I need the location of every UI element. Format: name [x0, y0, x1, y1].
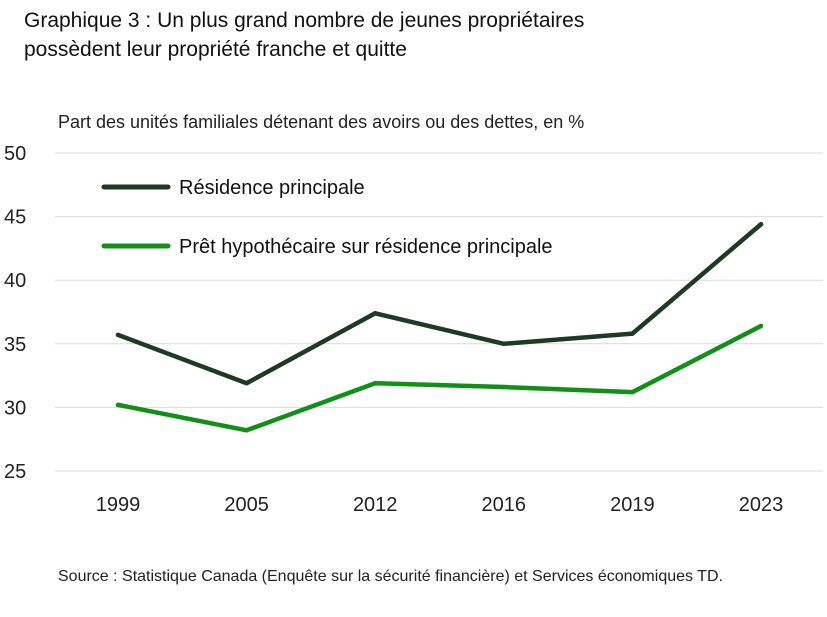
data-point	[501, 341, 506, 346]
data-point	[373, 381, 378, 386]
y-tick-label: 30	[4, 397, 26, 419]
data-point	[630, 389, 635, 395]
data-point	[244, 428, 249, 433]
data-point	[501, 384, 506, 390]
x-tick-label: 2016	[482, 494, 527, 516]
source-note: Source : Statistique Canada (Enquête sur…	[58, 568, 723, 585]
y-tick-label: 40	[4, 270, 26, 292]
legend: Résidence principale Prêt hypothécaire su…	[101, 177, 553, 258]
chart-title: Graphique 3 : Un plus grand nombre de je…	[24, 9, 585, 61]
series-lines	[115, 221, 764, 433]
x-tick-label: 1999	[96, 494, 141, 516]
x-tick-label: 2012	[353, 494, 398, 516]
data-point	[758, 222, 764, 227]
gridlines	[55, 152, 823, 472]
legend-label: Résidence principale	[179, 177, 365, 199]
chart-subtitle: Part des unités familiales détenant des …	[58, 112, 585, 132]
x-axis-ticks: 1999 2005 2012 2016 2019 2023	[96, 494, 784, 516]
legend-label: Prêt hypothécaire sur résidence principa…	[179, 236, 553, 258]
y-tick-label: 45	[4, 207, 26, 229]
y-axis-ticks: 25 30 35 40 45 50	[4, 143, 26, 483]
series-line-2	[115, 323, 764, 433]
y-tick-label: 50	[4, 143, 26, 165]
data-point	[244, 381, 249, 386]
data-point	[758, 323, 764, 329]
y-tick-label: 35	[4, 334, 26, 356]
x-tick-label: 2005	[224, 494, 269, 516]
x-tick-label: 2023	[739, 494, 784, 516]
y-tick-label: 25	[4, 461, 26, 483]
data-point	[373, 311, 378, 316]
series-line-1	[115, 221, 764, 386]
data-point	[115, 402, 121, 408]
x-tick-label: 2019	[610, 494, 655, 516]
data-point	[115, 332, 121, 338]
data-point	[630, 331, 635, 336]
